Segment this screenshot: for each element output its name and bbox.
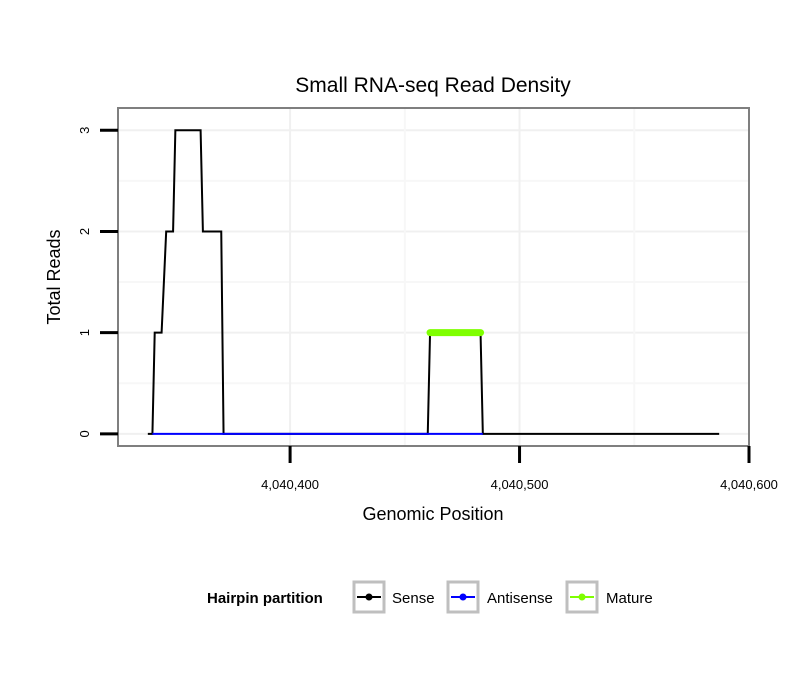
legend-title: Hairpin partition bbox=[207, 590, 323, 607]
legend-dot-sense bbox=[365, 593, 373, 601]
x-axis-label: Genomic Position bbox=[362, 504, 503, 524]
y-axis-label: Total Reads bbox=[44, 229, 64, 324]
legend-dot-antisense bbox=[459, 593, 467, 601]
legend-label-sense: Sense bbox=[392, 590, 435, 607]
y-tick-label: 2 bbox=[77, 228, 92, 235]
y-tick-label: 1 bbox=[77, 329, 92, 336]
legend-label-mature: Mature bbox=[606, 590, 653, 607]
x-tick-label: 4,040,400 bbox=[261, 477, 319, 492]
plot-panel-border bbox=[117, 107, 750, 447]
legend-item-mature: Mature bbox=[565, 580, 653, 614]
y-tick-label: 0 bbox=[77, 430, 92, 437]
x-tick-label: 4,040,600 bbox=[720, 477, 778, 492]
legend-dot-mature bbox=[578, 593, 586, 601]
legend-item-sense: Sense bbox=[352, 580, 435, 614]
plot-series bbox=[147, 129, 720, 435]
axis-ticks: 4,040,400 4,040,500 4,040,600 0 1 2 3 bbox=[77, 127, 778, 492]
y-tick-label: 3 bbox=[77, 127, 92, 134]
x-tick-label: 4,040,500 bbox=[491, 477, 549, 492]
legend-item-antisense: Antisense bbox=[446, 580, 553, 614]
legend-label-antisense: Antisense bbox=[487, 590, 553, 607]
chart-title: Small RNA-seq Read Density bbox=[295, 74, 571, 97]
legend: Hairpin partition Sense Antisense Mature bbox=[207, 580, 653, 614]
